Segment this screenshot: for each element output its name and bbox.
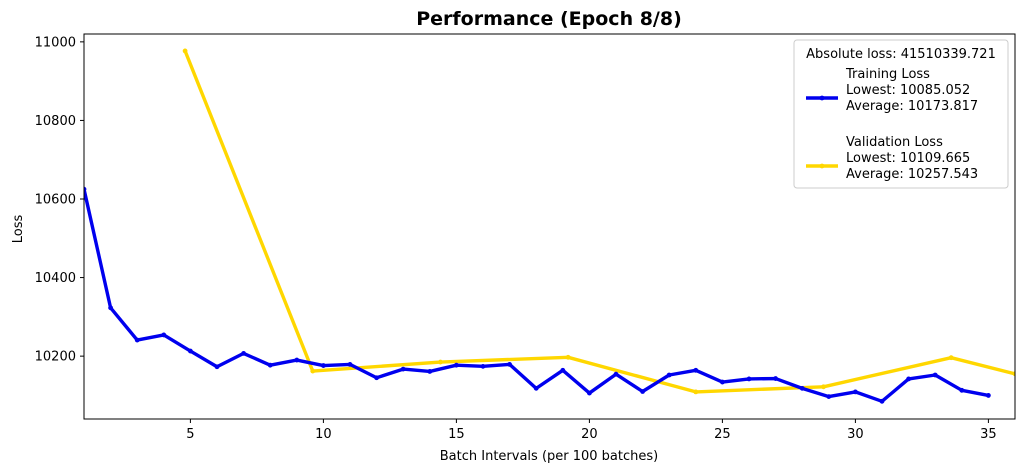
y-tick-label: 10800 bbox=[35, 114, 76, 129]
series-0-point bbox=[480, 363, 486, 369]
series-0-point bbox=[84, 186, 87, 192]
series-0-point bbox=[879, 398, 885, 404]
y-tick-label: 10200 bbox=[35, 350, 76, 365]
series-1-point bbox=[438, 359, 443, 365]
x-tick-label: 15 bbox=[448, 427, 465, 442]
series-0-point bbox=[294, 357, 300, 363]
x-tick-label: 10 bbox=[315, 427, 332, 442]
plot-area bbox=[84, 48, 1015, 404]
series-1-point bbox=[310, 368, 316, 374]
series-0-point bbox=[826, 394, 832, 400]
legend-entry-text: Average: 10173.817 bbox=[846, 99, 978, 114]
legend-entry-text: Validation Loss bbox=[846, 135, 943, 150]
legend-marker-1 bbox=[819, 163, 825, 169]
series-0-point bbox=[666, 372, 672, 378]
x-axis-label: Batch Intervals (per 100 batches) bbox=[440, 449, 658, 464]
legend: Absolute loss: 41510339.721 Training Loss… bbox=[793, 39, 1009, 189]
series-0-point bbox=[720, 379, 725, 385]
legend-entry-text: Lowest: 10109.665 bbox=[846, 151, 970, 166]
series-0-point bbox=[188, 348, 193, 354]
legend-title: Absolute loss: 41510339.721 bbox=[806, 47, 996, 62]
series-line-1 bbox=[183, 49, 1015, 394]
series-0-point bbox=[321, 363, 326, 368]
series-0-point bbox=[108, 305, 113, 311]
series-0-point bbox=[906, 376, 911, 382]
series-0-point bbox=[374, 375, 379, 381]
series-1-point bbox=[821, 384, 826, 390]
series-0-point bbox=[799, 385, 805, 391]
series-1-point bbox=[693, 389, 699, 395]
series-0-point bbox=[214, 364, 220, 370]
y-axis-label: Loss bbox=[11, 215, 26, 244]
x-tick-label: 35 bbox=[980, 427, 997, 442]
legend-marker-0 bbox=[819, 95, 825, 101]
series-0-point bbox=[640, 389, 645, 394]
series-0-point bbox=[560, 367, 566, 373]
y-tick-label: 10600 bbox=[35, 193, 76, 208]
series-0-point bbox=[986, 393, 991, 398]
series-0-point bbox=[427, 369, 433, 374]
legend-entry-text: Training Loss bbox=[845, 67, 930, 82]
series-0-point bbox=[134, 337, 140, 343]
series-0-point bbox=[932, 372, 938, 378]
series-0-point bbox=[773, 376, 778, 381]
series-1-point bbox=[1012, 371, 1015, 377]
series-0-point bbox=[746, 376, 752, 382]
series-0-point bbox=[454, 362, 459, 368]
legend-entry-text: Average: 10257.543 bbox=[846, 167, 978, 182]
x-tick-label: 25 bbox=[714, 427, 731, 442]
x-tick-label: 20 bbox=[581, 427, 598, 442]
series-0-point bbox=[241, 350, 247, 356]
x-axis: 5 10 15 20 25 30 35 bbox=[186, 419, 997, 442]
plot-frame bbox=[83, 33, 1016, 420]
series-0-point bbox=[161, 332, 167, 338]
series-line-0 bbox=[84, 187, 991, 404]
x-tick-label: 5 bbox=[186, 427, 194, 442]
series-0-point bbox=[959, 387, 965, 393]
legend-box bbox=[793, 39, 1009, 189]
chart-title: Performance (Epoch 8/8) bbox=[416, 8, 682, 30]
series-0-point bbox=[587, 390, 592, 396]
series-0-point bbox=[400, 366, 406, 372]
series-0-point bbox=[853, 389, 858, 395]
series-group bbox=[84, 48, 1015, 404]
y-axis: 10200 10400 10600 10800 11000 bbox=[35, 35, 84, 365]
series-0-point bbox=[533, 385, 539, 391]
series-0-point bbox=[693, 367, 699, 373]
series-1-point bbox=[565, 354, 571, 360]
y-tick-label: 11000 bbox=[35, 35, 76, 50]
y-tick-label: 10400 bbox=[35, 271, 76, 286]
series-0-point bbox=[347, 361, 353, 367]
series-0-point bbox=[267, 362, 273, 368]
series-0-point bbox=[613, 371, 619, 377]
x-tick-label: 30 bbox=[847, 427, 864, 442]
series-1-point bbox=[182, 48, 188, 54]
legend-entry-text: Lowest: 10085.052 bbox=[846, 83, 970, 98]
series-0-point bbox=[507, 361, 512, 367]
series-1-point bbox=[948, 355, 954, 361]
